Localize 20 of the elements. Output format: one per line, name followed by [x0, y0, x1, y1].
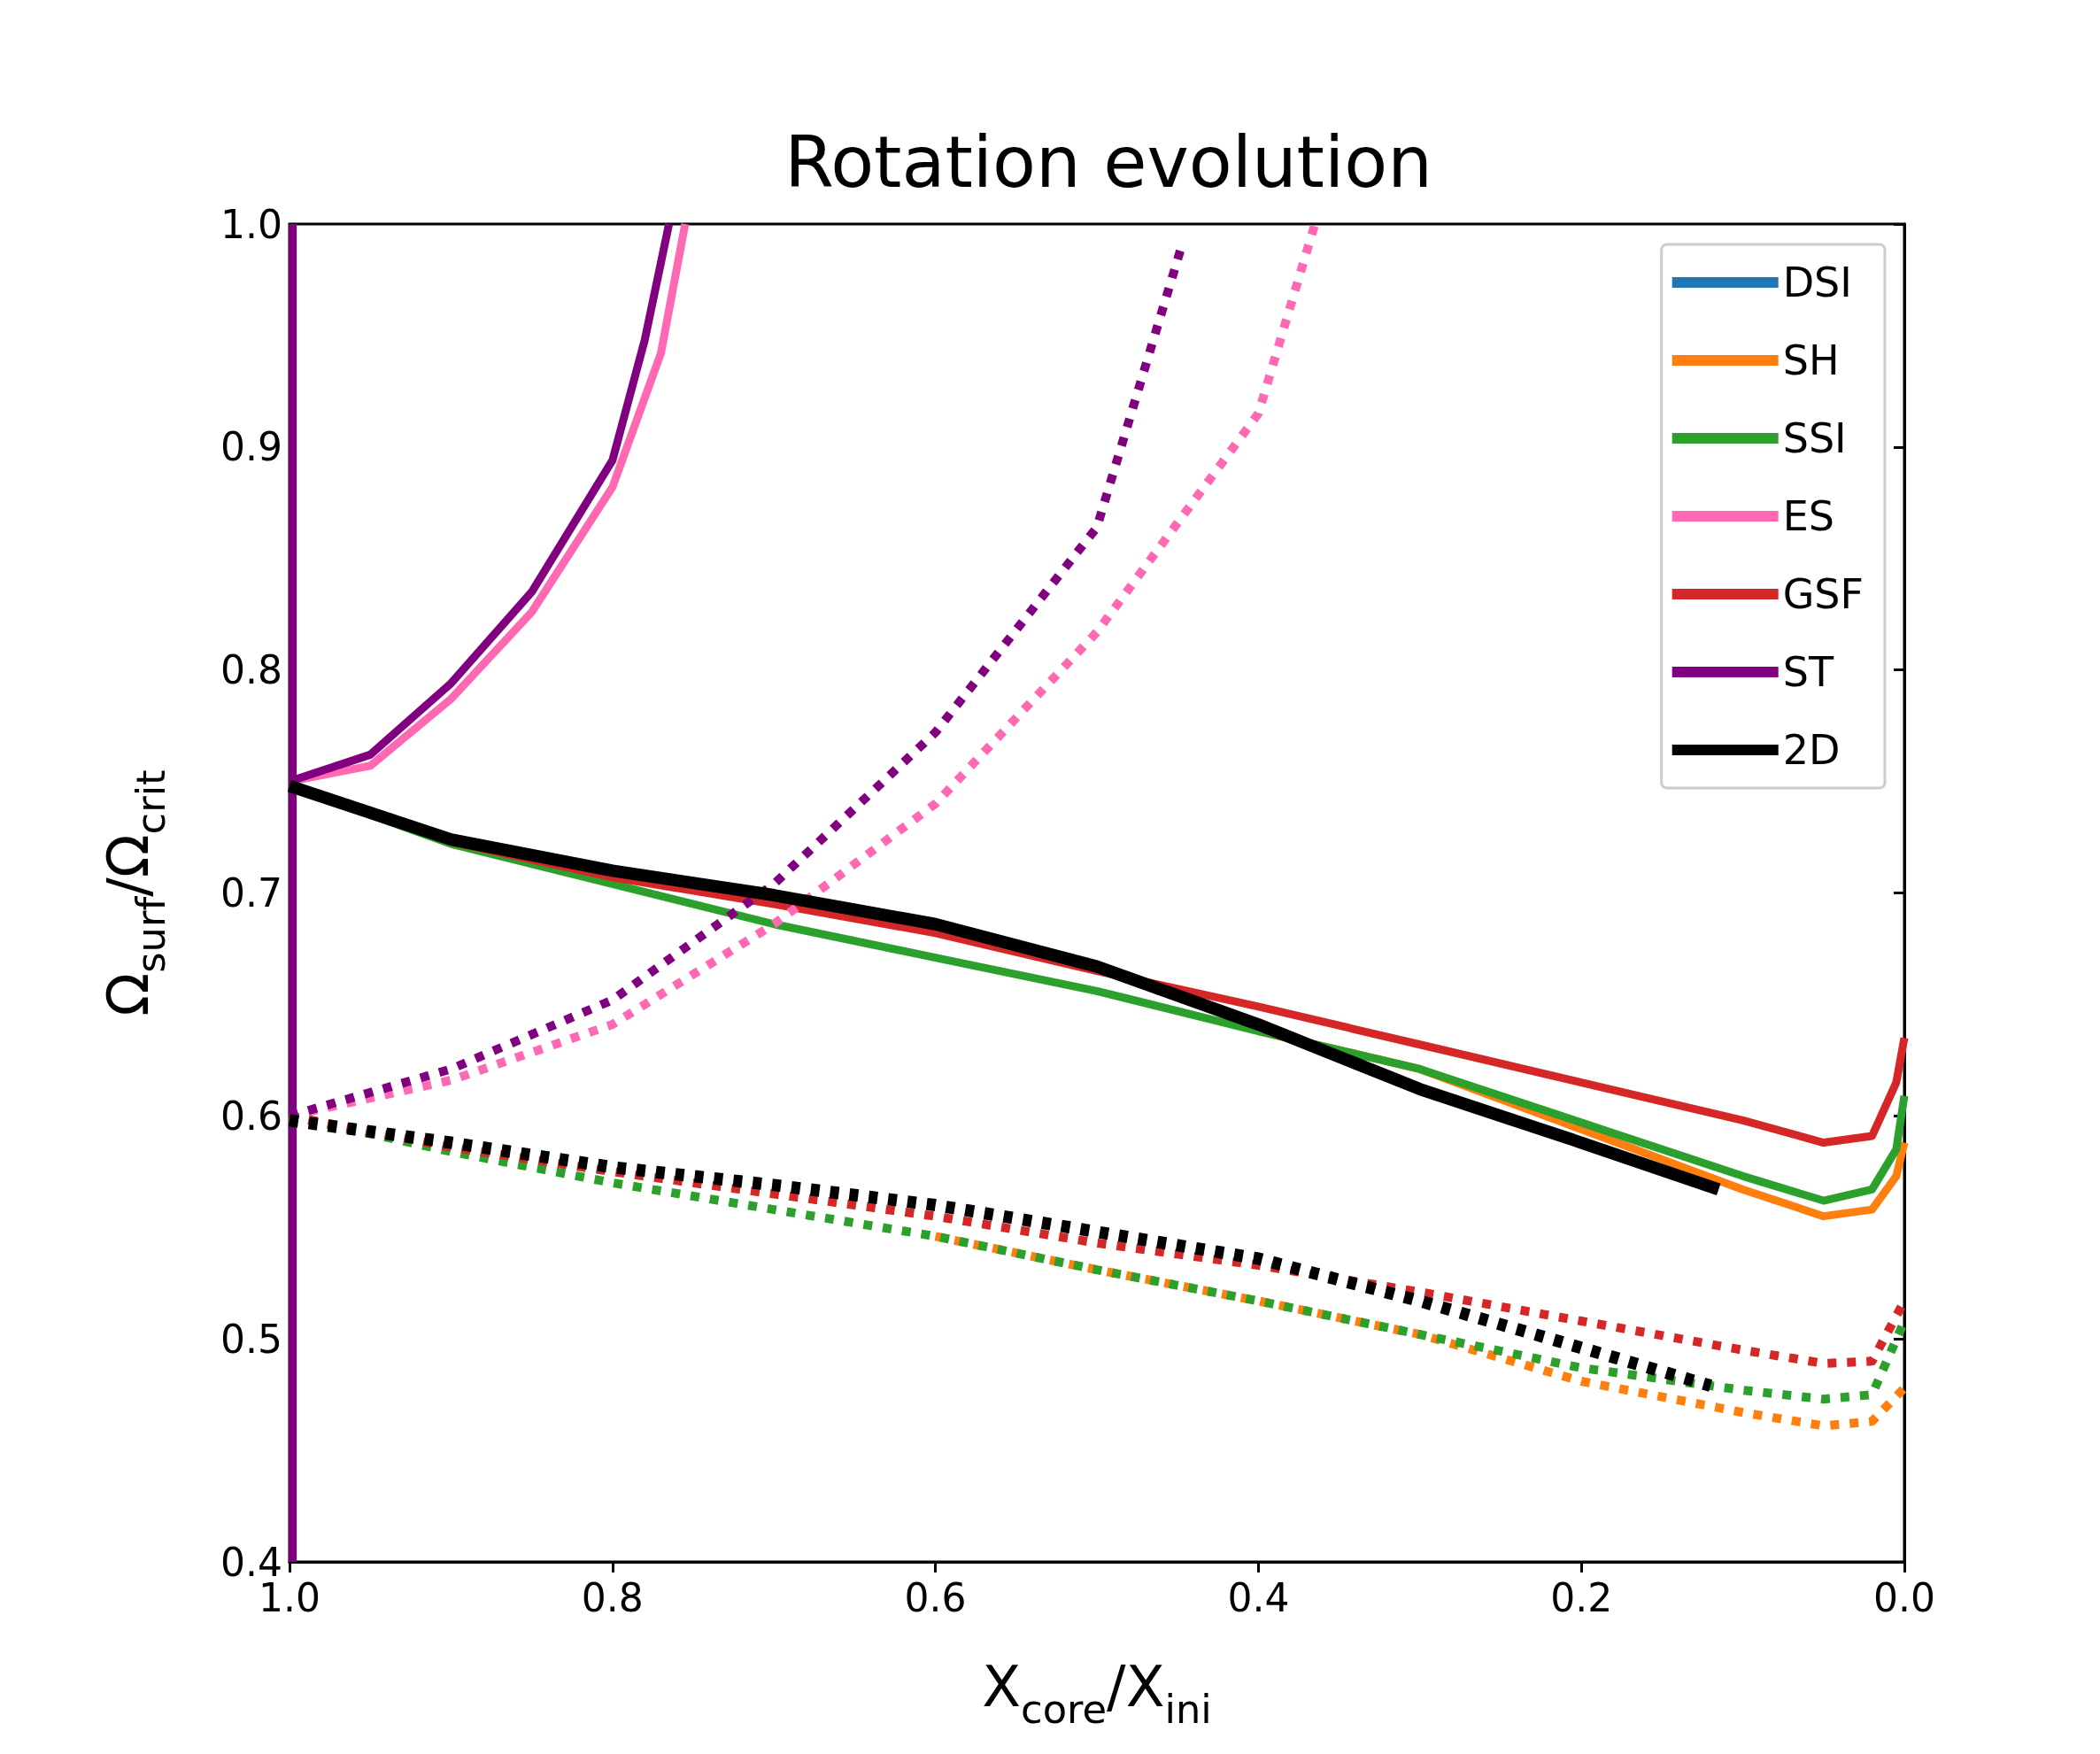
x-tick-label: 0.0	[1873, 1574, 1935, 1620]
y-tick-label: 0.9	[220, 424, 282, 470]
y-axis-title: Ωsurf/Ωcrit	[96, 769, 174, 1016]
legend-label: SH	[1782, 336, 1840, 384]
x-tick-label: 0.2	[1550, 1574, 1613, 1620]
y-tick-label: 0.6	[220, 1093, 282, 1139]
legend-label: GSF	[1782, 570, 1865, 618]
legend-label: 2D	[1782, 726, 1841, 774]
y-tick-label: 0.8	[220, 647, 282, 693]
y-tick-label: 0.7	[220, 870, 282, 916]
x-tick-label: 0.8	[581, 1574, 644, 1620]
y-tick-label: 0.5	[220, 1316, 282, 1362]
chart-title: Rotation evolution	[784, 120, 1432, 204]
y-tick-label: 1.0	[220, 201, 282, 247]
x-tick-label: 0.6	[904, 1574, 967, 1620]
x-tick-label: 0.4	[1227, 1574, 1290, 1620]
legend-label: DSI	[1782, 259, 1852, 306]
legend-label: ES	[1782, 492, 1834, 540]
legend-label: SSI	[1782, 414, 1847, 462]
legend-label: ST	[1782, 648, 1834, 696]
